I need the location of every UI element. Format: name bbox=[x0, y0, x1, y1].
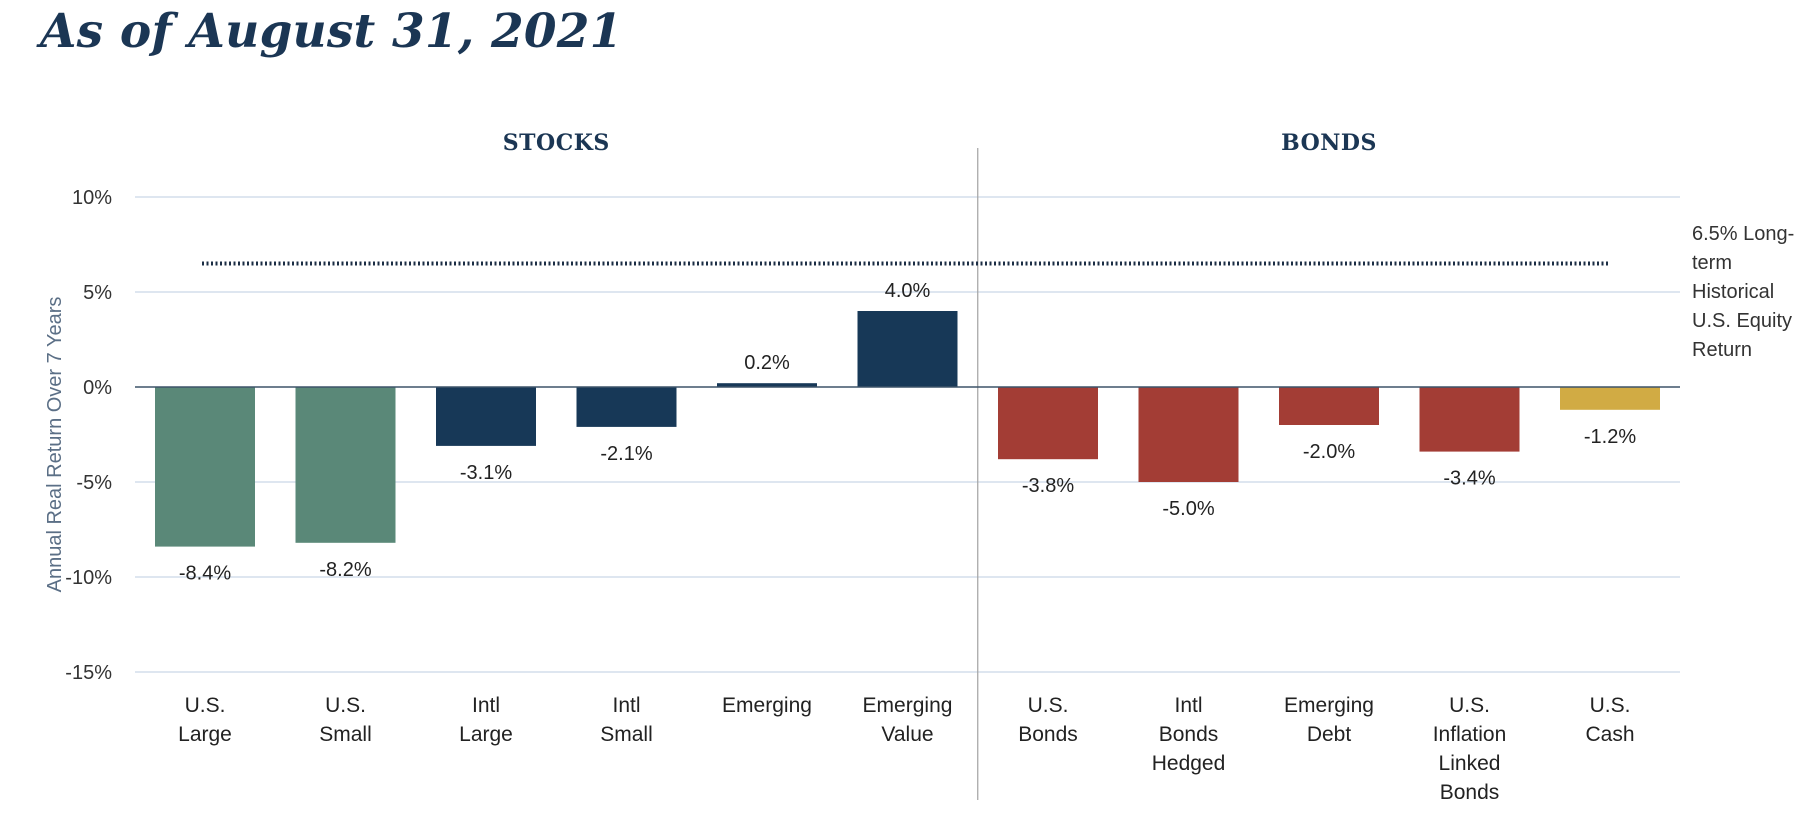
bar bbox=[717, 383, 817, 387]
category-label: Bonds bbox=[1440, 781, 1500, 804]
reference-label: 6.5% Long- bbox=[1692, 223, 1794, 245]
category-label: U.S. bbox=[185, 694, 226, 717]
category-label: Intl bbox=[612, 694, 640, 717]
category-label: Bonds bbox=[1018, 723, 1078, 746]
data-label: -2.1% bbox=[600, 443, 652, 465]
category-label: Small bbox=[319, 723, 372, 746]
category-label: U.S. bbox=[1449, 694, 1490, 717]
reference-label: U.S. Equity bbox=[1692, 310, 1792, 332]
data-label: 0.2% bbox=[744, 352, 790, 374]
data-label: -8.4% bbox=[179, 563, 231, 585]
category-label: Debt bbox=[1307, 723, 1352, 746]
page-title: As of August 31, 2021 bbox=[40, 4, 623, 59]
data-label: -5.0% bbox=[1162, 498, 1214, 520]
reference-label: Historical bbox=[1692, 281, 1774, 303]
chart-text: 10% 5% 0% -5% -10% -15% STOCKS BONDS -8.4% U.S. La… bbox=[44, 130, 1794, 804]
data-label: -1.2% bbox=[1584, 426, 1636, 448]
bar bbox=[576, 387, 677, 427]
category-label: Value bbox=[881, 723, 933, 746]
category-label: U.S. bbox=[1590, 694, 1631, 717]
category-label: Linked bbox=[1439, 752, 1501, 775]
y-tick-label: 0% bbox=[83, 377, 112, 399]
bar bbox=[436, 387, 536, 446]
data-label: -3.4% bbox=[1443, 468, 1495, 490]
data-label: -3.1% bbox=[460, 462, 512, 484]
bar bbox=[1560, 387, 1660, 410]
category-label: Bonds bbox=[1159, 723, 1219, 746]
bar bbox=[857, 311, 958, 387]
category-label: Intl bbox=[472, 694, 500, 717]
y-tick-label: -15% bbox=[65, 662, 112, 684]
category-label: U.S. bbox=[325, 694, 366, 717]
y-tick-label: -10% bbox=[65, 567, 112, 589]
bar bbox=[1419, 387, 1520, 452]
y-tick-label: 5% bbox=[83, 282, 112, 304]
category-label: Cash bbox=[1585, 723, 1634, 746]
bar bbox=[295, 387, 396, 543]
bar bbox=[155, 387, 255, 547]
section-header: BONDS bbox=[1281, 130, 1377, 156]
data-label: -8.2% bbox=[319, 559, 371, 581]
category-label: Hedged bbox=[1152, 752, 1226, 775]
category-label: Large bbox=[178, 723, 232, 746]
bar bbox=[1279, 387, 1379, 425]
data-label: 4.0% bbox=[885, 280, 931, 302]
category-label: Emerging bbox=[863, 694, 953, 717]
bar bbox=[998, 387, 1098, 460]
category-label: Inflation bbox=[1433, 723, 1507, 746]
category-label: Emerging bbox=[722, 694, 812, 717]
y-axis-title: Annual Real Return Over 7 Years bbox=[44, 297, 66, 593]
data-label: -2.0% bbox=[1303, 441, 1355, 463]
bar bbox=[1138, 387, 1239, 482]
y-tick-label: -5% bbox=[76, 472, 112, 494]
category-label: Emerging bbox=[1284, 694, 1374, 717]
bars bbox=[155, 311, 1660, 547]
section-header: STOCKS bbox=[503, 130, 610, 156]
y-tick-label: 10% bbox=[72, 187, 112, 209]
data-label: -3.8% bbox=[1022, 475, 1074, 497]
category-label: Large bbox=[459, 723, 513, 746]
reference-label: term bbox=[1692, 252, 1732, 274]
category-label: U.S. bbox=[1028, 694, 1069, 717]
reference-label: Return bbox=[1692, 339, 1752, 361]
category-label: Small bbox=[600, 723, 653, 746]
category-label: Intl bbox=[1174, 694, 1202, 717]
